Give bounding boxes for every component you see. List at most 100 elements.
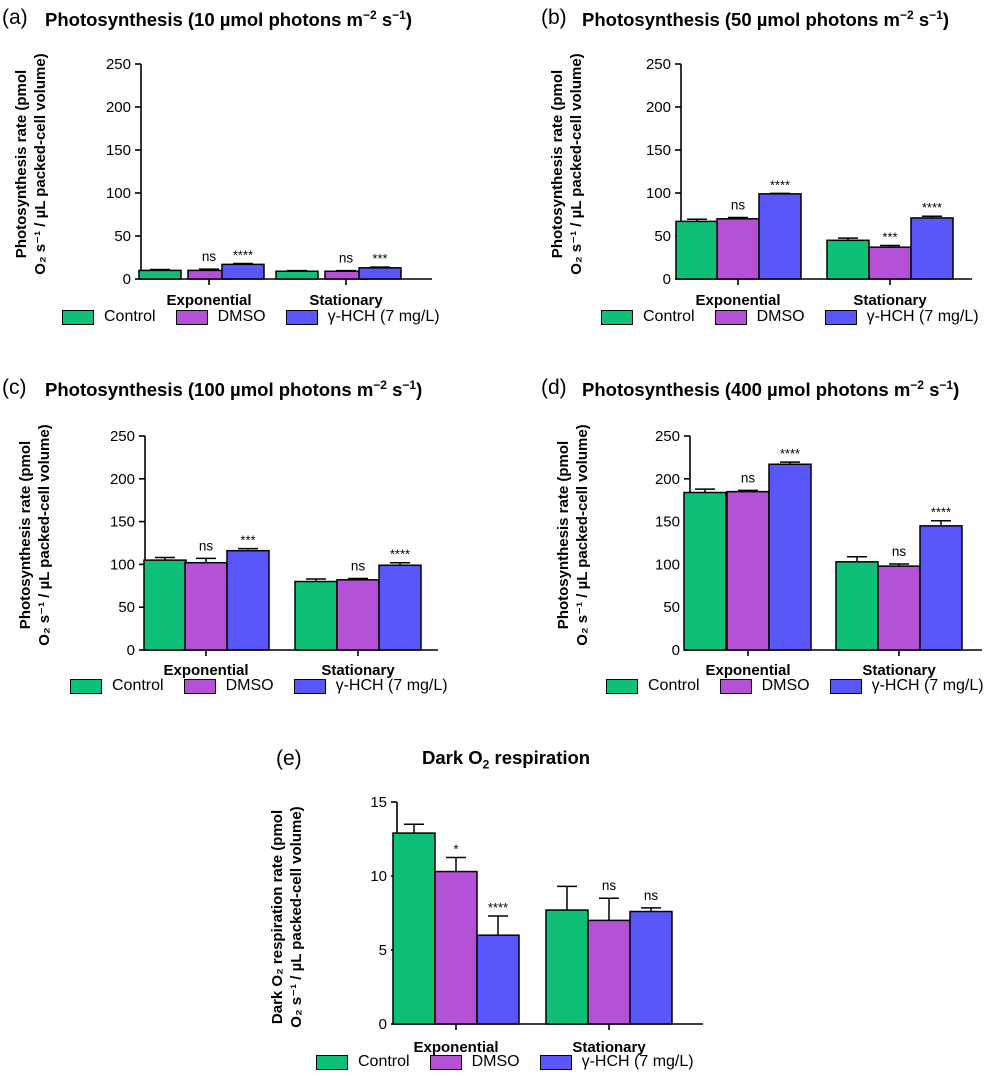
legend-label: DMSO — [761, 677, 810, 694]
legend-label: γ-HCH (7 mg/L) — [581, 1053, 694, 1070]
legend-label: γ-HCH (7 mg/L) — [327, 308, 440, 325]
panel-label: (e) — [276, 747, 302, 770]
bar--hch-7-mg-l--exponential — [476, 934, 520, 1025]
significance-label: *** — [372, 251, 387, 266]
x-category-label: Exponential — [705, 662, 790, 679]
y-tick-label: 150 — [110, 514, 135, 531]
significance-label: *** — [882, 229, 897, 244]
x-category-label: Stationary — [321, 662, 395, 679]
y-tick-label: 0 — [123, 271, 131, 288]
y-tick-label: 100 — [655, 556, 680, 573]
legend-item: γ-HCH (7 mg/L) — [293, 677, 448, 695]
legend-label: Control — [648, 677, 700, 694]
y-tick-label: 250 — [110, 428, 135, 445]
bar-control-stationary — [545, 909, 589, 1025]
y-tick-label: 0 — [127, 642, 135, 659]
bar--hch-7-mg-l--stationary — [910, 217, 954, 280]
chart-title-sup2: −1 — [939, 378, 954, 392]
chart-title-mid: s — [376, 9, 393, 31]
bar--hch-7-mg-l--stationary — [378, 564, 422, 651]
legend-label: Control — [112, 677, 164, 694]
y-tick-label: 250 — [106, 56, 131, 73]
bar-dmso-exponential — [726, 490, 770, 651]
y-tick-label: 50 — [654, 228, 671, 245]
significance-label: ns — [731, 198, 746, 213]
x-category-label: Exponential — [166, 292, 251, 309]
y-tick-label: 0 — [672, 642, 680, 659]
bar-dmso-stationary — [877, 565, 921, 651]
x-category-label: Exponential — [695, 292, 780, 309]
significance-label: **** — [931, 505, 951, 520]
significance-label: * — [453, 842, 458, 857]
significance-label: **** — [233, 248, 253, 263]
y-tick-label: 10 — [370, 868, 387, 885]
x-category-label: Stationary — [309, 292, 383, 309]
legend-swatch — [539, 1054, 572, 1070]
legend-swatch — [175, 309, 208, 325]
legend-item: Control — [316, 1053, 410, 1071]
chart-title: Photosynthesis (50 µmol photons m−2 s−1) — [582, 8, 949, 31]
chart-title-pre: Photosynthesis (10 µmol photons m — [45, 9, 363, 31]
legend-item: DMSO — [719, 677, 810, 695]
chart-title-sup1: −2 — [373, 378, 387, 392]
legend-label: γ-HCH (7 mg/L) — [871, 677, 984, 694]
chart-title-pre: Photosynthesis (100 µmol photons m — [45, 379, 374, 401]
legend: Control DMSO γ-HCH (7 mg/L) — [606, 677, 1000, 695]
bar--hch-7-mg-l--exponential — [758, 193, 802, 280]
bar--hch-7-mg-l--stationary — [919, 525, 963, 651]
y-tick-label: 50 — [118, 599, 135, 616]
legend-label: DMSO — [225, 677, 274, 694]
chart-title-mid: s — [913, 9, 930, 31]
y-tick-label: 250 — [646, 56, 671, 73]
bar--hch-7-mg-l--exponential — [226, 549, 270, 651]
significance-label: **** — [770, 177, 790, 192]
legend-swatch — [70, 678, 102, 694]
legend-swatch — [293, 678, 326, 694]
legend-swatch — [719, 678, 752, 694]
legend: Control DMSO γ-HCH (7 mg/L) — [316, 1053, 714, 1071]
legend-item: DMSO — [175, 308, 266, 326]
chart-title-sup1: −2 — [910, 378, 924, 392]
legend-item: Control — [601, 308, 695, 326]
x-category-label: Exponential — [413, 1039, 498, 1056]
legend-swatch — [316, 1054, 348, 1070]
significance-label: **** — [390, 547, 410, 562]
significance-label: *** — [240, 533, 255, 548]
legend-label: γ-HCH (7 mg/L) — [866, 308, 979, 325]
legend-item: Control — [62, 308, 156, 326]
y-tick-label: 0 — [663, 271, 671, 288]
chart-title-post: respiration — [489, 747, 591, 768]
legend-item: γ-HCH (7 mg/L) — [829, 677, 984, 695]
significance-label: **** — [780, 446, 800, 461]
bar-control-exponential — [675, 220, 719, 280]
x-category-label: Exponential — [163, 662, 248, 679]
legend-swatch — [183, 678, 216, 694]
chart-title-sup1: −2 — [363, 8, 377, 22]
legend-label: Control — [643, 308, 695, 325]
x-category-label: Stationary — [862, 662, 936, 679]
chart-title: Photosynthesis (10 µmol photons m−2 s−1) — [45, 8, 412, 31]
panel-label: (a) — [2, 6, 28, 29]
bar-control-exponential — [392, 832, 436, 1025]
bar-dmso-stationary — [587, 919, 631, 1025]
chart-title-mid: s — [923, 379, 940, 401]
panel-label: (d) — [541, 376, 567, 399]
legend-item: Control — [606, 677, 700, 695]
bar-control-exponential — [143, 559, 187, 651]
y-tick-label: 150 — [655, 514, 680, 531]
legend-swatch — [62, 309, 94, 325]
significance-label: ns — [202, 249, 217, 264]
x-category-label: Stationary — [572, 1039, 646, 1056]
significance-label: ns — [741, 470, 756, 485]
legend-swatch — [824, 309, 857, 325]
chart-title-post: ) — [405, 9, 412, 31]
significance-label: ns — [644, 888, 659, 903]
panel-label: (c) — [2, 376, 27, 399]
legend-label: DMSO — [217, 308, 266, 325]
panel-label: (b) — [541, 6, 567, 29]
chart-title: Dark O2 respiration — [422, 747, 590, 772]
legend-swatch — [606, 678, 638, 694]
